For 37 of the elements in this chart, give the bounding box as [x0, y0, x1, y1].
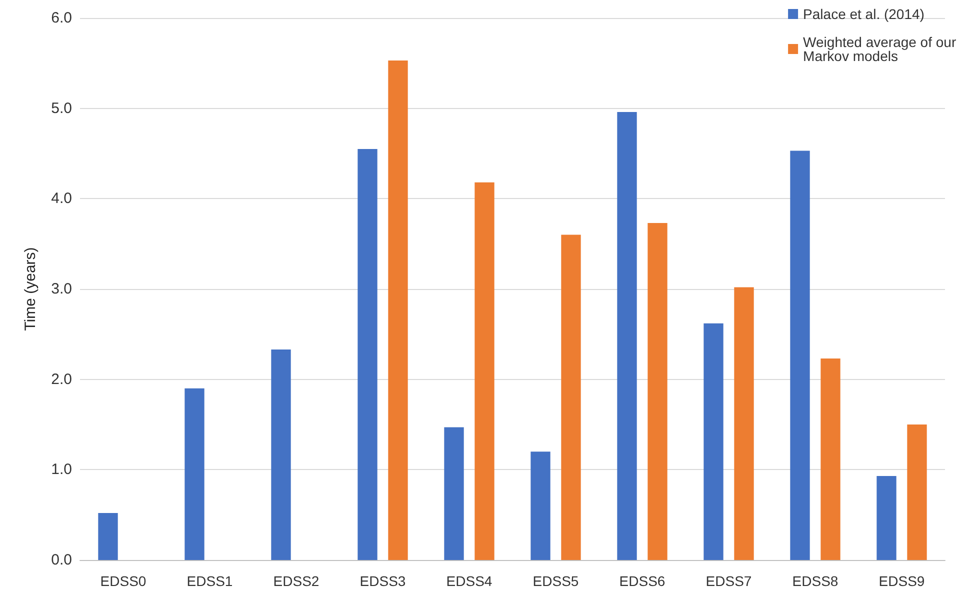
bar [648, 223, 668, 560]
bar [790, 150, 810, 560]
y-tick-label: 6.0 [51, 10, 72, 26]
x-tick-label: EDSS1 [186, 573, 233, 589]
bar [358, 148, 378, 560]
legend-label: Weighted average of our Markov models [803, 34, 960, 64]
legend-label: Palace et al. (2014) [803, 6, 924, 22]
x-tick-label: EDSS3 [360, 573, 406, 589]
bar [704, 323, 724, 560]
y-tick-label: 4.0 [51, 190, 72, 208]
bar [271, 350, 291, 560]
y-tick-label: 2.0 [51, 370, 72, 388]
y-tick-label: 5.0 [51, 100, 72, 117]
x-tick-label: EDSS4 [446, 573, 492, 589]
bar [444, 427, 464, 560]
bar [530, 452, 550, 560]
x-tick-label: EDSS8 [792, 573, 838, 589]
bar [561, 234, 581, 560]
x-tick-label: EDSS2 [273, 573, 320, 589]
bar [184, 388, 204, 560]
bar [820, 358, 840, 560]
x-tick-label: EDSS5 [532, 573, 579, 589]
bar [474, 182, 494, 560]
x-tick-label: EDSS6 [619, 573, 666, 589]
y-axis-title: Time (years) [22, 247, 39, 331]
y-tick-label: 1.0 [51, 461, 72, 478]
bar [907, 424, 927, 560]
x-tick-label: EDSS0 [100, 573, 146, 589]
bar [98, 513, 118, 560]
bar [617, 112, 637, 560]
x-tick-label: EDSS9 [878, 573, 925, 589]
bar [876, 476, 896, 560]
y-tick-label: 3.0 [51, 280, 72, 298]
x-tick-label: EDSS7 [706, 573, 752, 589]
y-tick-label: 0.0 [51, 552, 72, 568]
bar [734, 287, 754, 560]
bar [388, 60, 408, 560]
